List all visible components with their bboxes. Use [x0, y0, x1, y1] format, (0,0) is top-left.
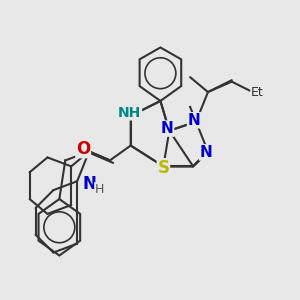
Text: O: O	[76, 140, 90, 158]
Text: H: H	[95, 183, 104, 196]
Text: N: N	[82, 175, 96, 193]
Text: N: N	[161, 121, 174, 136]
Text: N: N	[200, 145, 212, 160]
Text: S: S	[158, 159, 169, 177]
Text: N: N	[188, 113, 200, 128]
Text: NH: NH	[118, 106, 141, 120]
Text: Et: Et	[251, 85, 264, 98]
